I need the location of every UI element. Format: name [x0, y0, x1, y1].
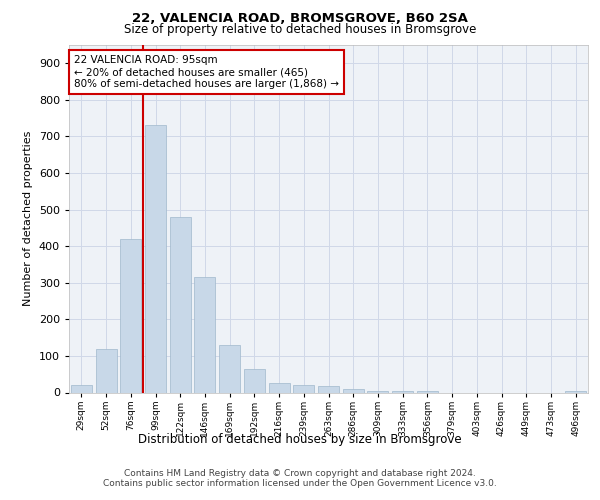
- Bar: [565, 390, 586, 392]
- Text: Contains HM Land Registry data © Crown copyright and database right 2024.: Contains HM Land Registry data © Crown c…: [124, 469, 476, 478]
- Bar: [219, 345, 240, 393]
- Bar: [367, 390, 388, 392]
- Bar: [269, 384, 290, 392]
- Bar: [244, 368, 265, 392]
- Text: 22 VALENCIA ROAD: 95sqm
← 20% of detached houses are smaller (465)
80% of semi-d: 22 VALENCIA ROAD: 95sqm ← 20% of detache…: [74, 56, 339, 88]
- Bar: [170, 217, 191, 392]
- Text: Size of property relative to detached houses in Bromsgrove: Size of property relative to detached ho…: [124, 22, 476, 36]
- Bar: [293, 385, 314, 392]
- Bar: [145, 126, 166, 392]
- Text: Distribution of detached houses by size in Bromsgrove: Distribution of detached houses by size …: [138, 432, 462, 446]
- Bar: [318, 386, 339, 392]
- Bar: [343, 389, 364, 392]
- Bar: [194, 278, 215, 392]
- Bar: [120, 239, 141, 392]
- Text: 22, VALENCIA ROAD, BROMSGROVE, B60 2SA: 22, VALENCIA ROAD, BROMSGROVE, B60 2SA: [132, 12, 468, 26]
- Bar: [71, 385, 92, 392]
- Text: Contains public sector information licensed under the Open Government Licence v3: Contains public sector information licen…: [103, 479, 497, 488]
- Y-axis label: Number of detached properties: Number of detached properties: [23, 131, 33, 306]
- Bar: [95, 348, 116, 393]
